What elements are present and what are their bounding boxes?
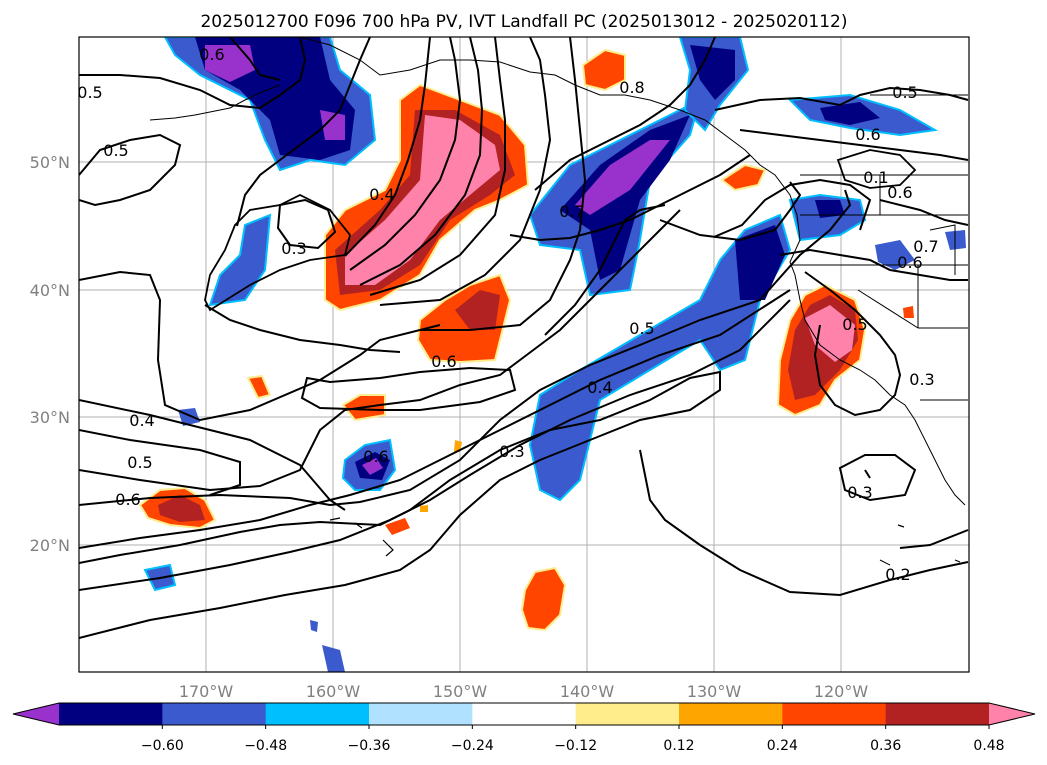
contour-label: 0.4 xyxy=(129,411,154,430)
contour-label: 0.5 xyxy=(77,83,102,102)
colorbar-tick-label: −0.48 xyxy=(244,738,287,754)
lon-label: 140°W xyxy=(560,682,615,701)
colorbar-segment xyxy=(265,703,370,725)
pv-contours xyxy=(79,37,969,639)
contour-label: 0.5 xyxy=(842,315,867,334)
map-panel: 0.5 0.5 0.6 0.4 0.3 0.8 0.7 0.5 0.6 0.1 … xyxy=(77,37,969,672)
colorbar-segment xyxy=(782,703,887,725)
contour-label: 0.6 xyxy=(897,253,922,272)
colorbar-segment xyxy=(369,703,473,725)
colorbar-segment xyxy=(162,703,267,725)
colorbar-segment xyxy=(59,703,163,725)
colorbar-tick-label: 0.24 xyxy=(767,738,798,754)
contour-label: 0.3 xyxy=(281,239,306,258)
lon-axis-labels: 170°W 160°W 150°W 140°W 130°W 120°W xyxy=(179,682,869,701)
contour-label: 0.4 xyxy=(587,378,612,397)
contour-label: 0.7 xyxy=(559,202,584,221)
colorbar-tick-label: −0.12 xyxy=(554,738,597,754)
colorbar: −0.60 −0.48 −0.36 −0.24 −0.12 0.12 0.24 0.36 0.4… xyxy=(12,702,1036,754)
anomaly-band-subtropical xyxy=(528,213,792,502)
contour-label: 0.5 xyxy=(629,319,654,338)
colorbar-extend-min xyxy=(13,703,59,725)
contour-label: 0.3 xyxy=(847,483,872,502)
lat-axis-labels: 50°N 40°N 30°N 20°N xyxy=(30,153,70,555)
colorbar-extend-max xyxy=(989,703,1035,725)
contour-label: 0.2 xyxy=(885,565,910,584)
contour-label: 0.6 xyxy=(887,183,912,202)
figure-title: 2025012700 F096 700 hPa PV, IVT Landfall… xyxy=(200,12,847,32)
lat-label: 50°N xyxy=(30,153,70,172)
colorbar-tick-label: −0.24 xyxy=(451,738,494,754)
contour-label: 0.5 xyxy=(127,453,152,472)
colorbar-segment xyxy=(885,703,990,725)
contour-label: 0.6 xyxy=(363,447,388,466)
contour-label: 0.6 xyxy=(199,45,224,64)
contour-label: 0.4 xyxy=(369,185,394,204)
colorbar-tick-label: 0.12 xyxy=(663,738,694,754)
lat-label: 30°N xyxy=(30,408,70,427)
colorbar-tick-label: 0.48 xyxy=(973,738,1004,754)
contour-labels: 0.5 0.5 0.6 0.4 0.3 0.8 0.7 0.5 0.6 0.1 … xyxy=(77,45,939,584)
colorbar-segment xyxy=(472,703,577,725)
contour-label: 0.7 xyxy=(913,237,938,256)
colorbar-segments xyxy=(13,703,1035,725)
contour-label: 0.6 xyxy=(855,125,880,144)
lat-label: 40°N xyxy=(30,281,70,300)
lon-label: 130°W xyxy=(687,682,742,701)
colorbar-segment xyxy=(679,703,783,725)
colorbar-outline xyxy=(12,702,1036,726)
contour-label: 0.6 xyxy=(115,490,140,509)
colorbar-tick-label: −0.60 xyxy=(141,738,184,754)
lon-label: 150°W xyxy=(433,682,488,701)
contour-label: 0.1 xyxy=(863,168,888,187)
contour-label: 0.8 xyxy=(619,78,644,97)
contour-label: 0.5 xyxy=(892,83,917,102)
colorbar-tick-label: −0.36 xyxy=(348,738,391,754)
contour-label: 0.3 xyxy=(909,370,934,389)
lon-label: 170°W xyxy=(179,682,234,701)
contour-label: 0.6 xyxy=(431,352,456,371)
contour-label: 0.3 xyxy=(499,442,524,461)
negative-anomaly-fills xyxy=(143,37,966,672)
colorbar-segment xyxy=(575,703,680,725)
lat-label: 20°N xyxy=(30,536,70,555)
lon-label: 120°W xyxy=(814,682,869,701)
map-frame xyxy=(78,36,970,673)
colorbar-ticks: −0.60 −0.48 −0.36 −0.24 −0.12 0.12 0.24 0.36 0.4… xyxy=(141,725,1005,754)
colorbar-tick-label: 0.36 xyxy=(870,738,901,754)
lon-label: 160°W xyxy=(306,682,361,701)
contour-label: 0.5 xyxy=(103,141,128,160)
